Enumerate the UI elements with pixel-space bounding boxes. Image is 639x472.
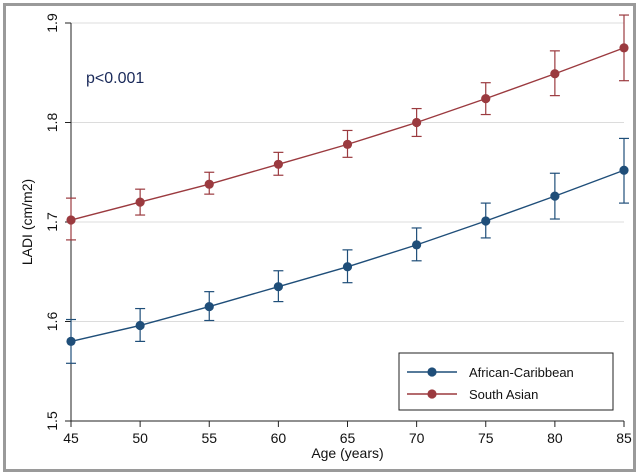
y-tick-label-2: 1.7 bbox=[44, 212, 60, 232]
series-layer bbox=[66, 14, 629, 364]
data-point-0-2 bbox=[204, 301, 214, 312]
data-point-0-8 bbox=[619, 165, 629, 175]
series-0 bbox=[66, 137, 629, 364]
series-1 bbox=[66, 14, 629, 241]
legend-item-1: South Asian bbox=[407, 387, 538, 402]
data-point-0-6 bbox=[481, 216, 491, 226]
chart-frame: 1.5 1.6 1.7 1.8 1.9 45 50 55 60 65 70 75 80 85 p<0.00… bbox=[3, 3, 636, 472]
x-tick-label-4: 65 bbox=[340, 430, 356, 446]
legend: African-Caribbean South Asian bbox=[398, 352, 614, 411]
y-tick-label-0: 1.5 bbox=[44, 411, 60, 431]
data-point-0-5 bbox=[412, 240, 422, 250]
x-tick-label-5: 70 bbox=[409, 430, 425, 446]
x-tick-label-3: 60 bbox=[271, 430, 287, 446]
legend-marker-1 bbox=[427, 389, 437, 399]
data-point-1-2 bbox=[204, 179, 214, 189]
data-point-1-6 bbox=[481, 94, 491, 104]
data-point-0-0 bbox=[66, 336, 76, 346]
legend-item-0: African-Caribbean bbox=[407, 365, 574, 380]
legend-label-1: South Asian bbox=[469, 387, 538, 402]
x-tick-label-1: 50 bbox=[132, 430, 148, 446]
x-axis-title: Age (years) bbox=[311, 445, 383, 461]
legend-label-0: African-Caribbean bbox=[469, 365, 574, 380]
y-axis-title: LADI (cm/m2) bbox=[19, 179, 35, 265]
y-tick-label-3: 1.8 bbox=[44, 113, 60, 133]
x-tick-label-0: 45 bbox=[63, 430, 79, 446]
x-tick-label-6: 75 bbox=[478, 430, 494, 446]
data-point-1-8 bbox=[619, 43, 629, 53]
y-tick-label-1: 1.6 bbox=[44, 312, 60, 332]
data-point-1-5 bbox=[412, 117, 422, 128]
y-tick-label-4: 1.9 bbox=[44, 13, 60, 33]
x-tick-label-2: 55 bbox=[201, 430, 217, 446]
axes: 1.5 1.6 1.7 1.8 1.9 45 50 55 60 65 70 75 80 85 bbox=[44, 13, 632, 446]
x-tick-label-7: 80 bbox=[547, 430, 563, 446]
data-point-1-4 bbox=[342, 139, 353, 149]
data-point-0-1 bbox=[135, 320, 145, 331]
line-chart: 1.5 1.6 1.7 1.8 1.9 45 50 55 60 65 70 75 80 85 p<0.00… bbox=[19, 13, 632, 461]
legend-box bbox=[398, 352, 614, 411]
data-point-0-3 bbox=[273, 282, 283, 292]
data-point-0-7 bbox=[550, 191, 560, 201]
data-point-0-4 bbox=[342, 262, 353, 272]
p-value-annotation: p<0.001 bbox=[86, 70, 144, 87]
data-point-1-1 bbox=[135, 197, 145, 207]
data-point-1-0 bbox=[66, 215, 76, 225]
x-tick-label-8: 85 bbox=[616, 430, 632, 446]
legend-marker-0 bbox=[427, 367, 437, 377]
data-point-1-3 bbox=[273, 159, 283, 169]
data-point-1-7 bbox=[550, 69, 560, 79]
legend-items: African-Caribbean South Asian bbox=[407, 365, 574, 402]
